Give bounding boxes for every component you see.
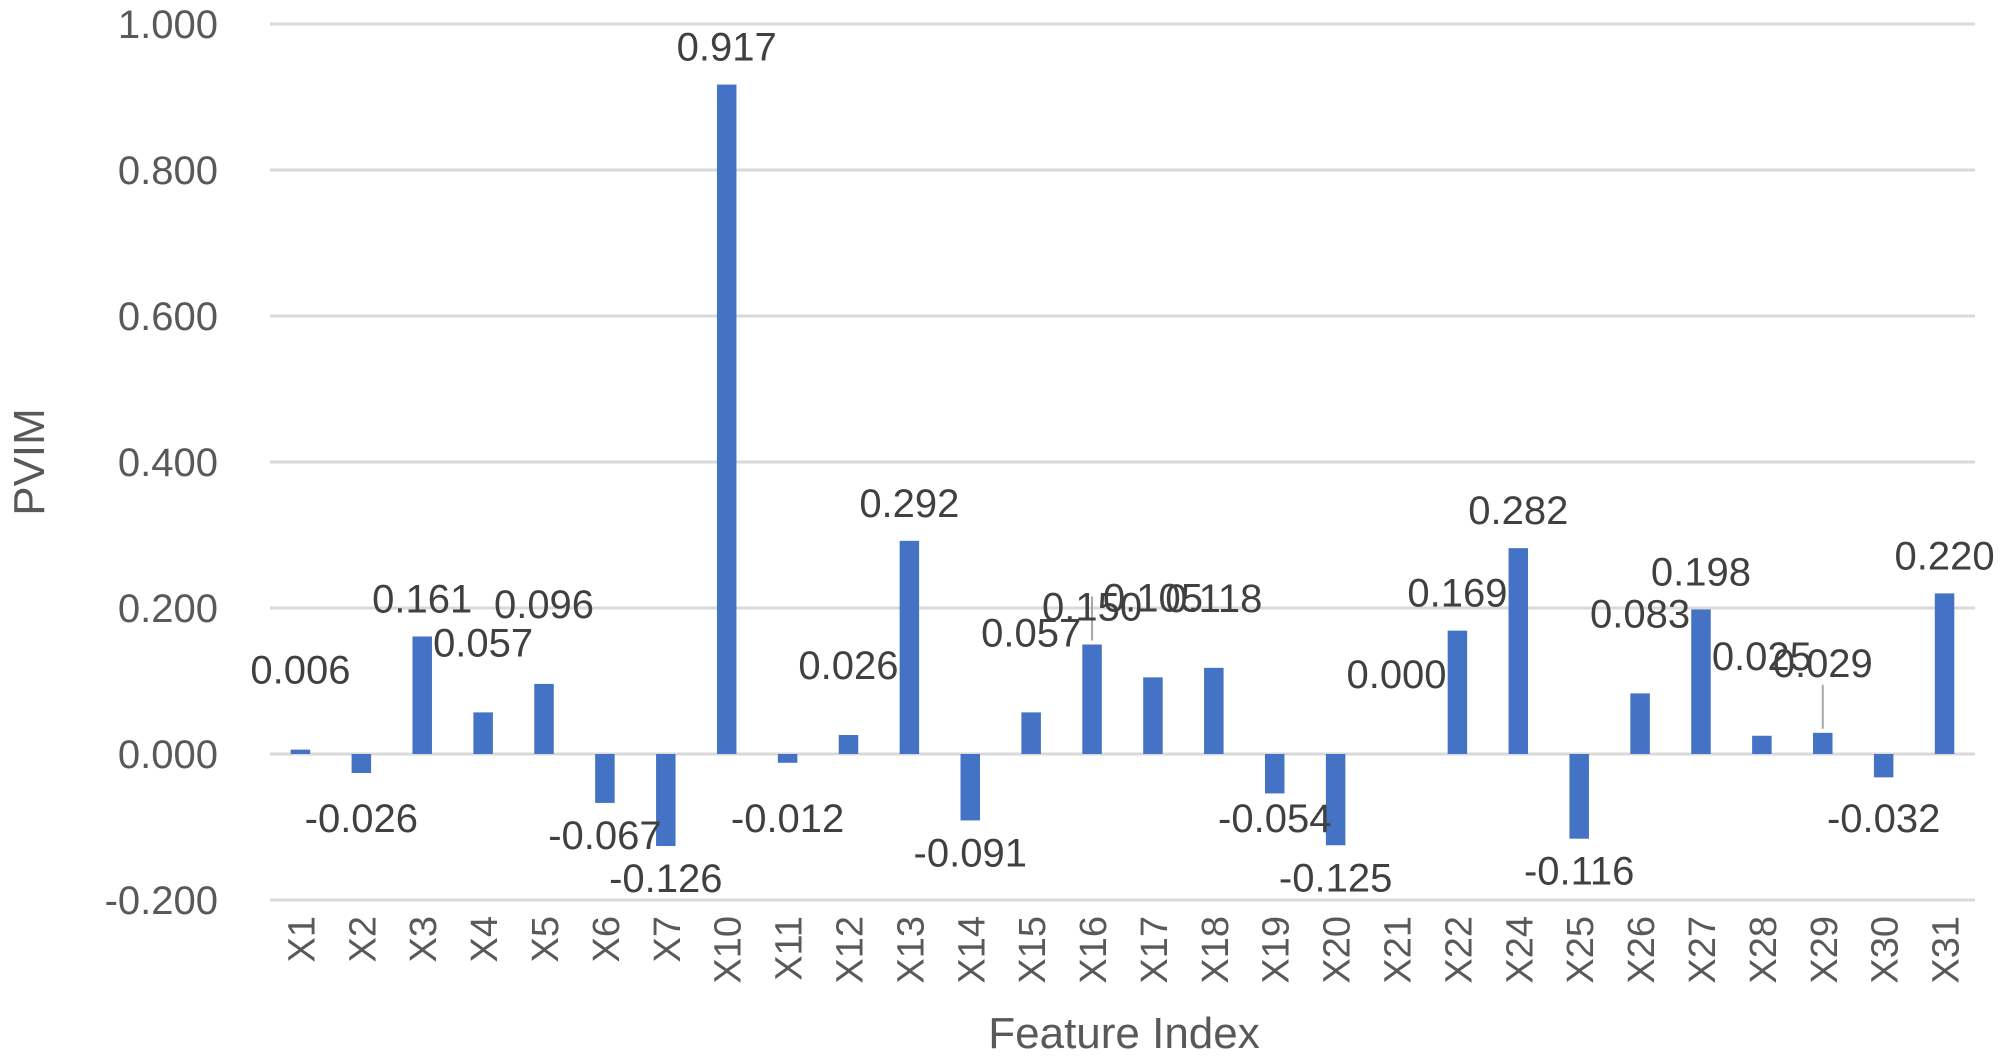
- bar-x7: [656, 754, 676, 846]
- x-tick-label-x13: X13: [890, 916, 932, 984]
- bar-x20: [1325, 754, 1346, 846]
- bar-x1: [290, 749, 311, 754]
- x-tick-label-x14: X14: [951, 916, 993, 984]
- data-label-x4: 0.057: [433, 621, 533, 665]
- x-tick-label-x27: X27: [1682, 916, 1724, 984]
- x-tick-label-x11: X11: [769, 916, 811, 981]
- x-tick-label-x21: X21: [1378, 916, 1420, 984]
- data-label-x10: 0.917: [677, 26, 777, 70]
- data-label-x25: -0.116: [1524, 850, 1634, 894]
- bar-x29: [1813, 732, 1833, 754]
- x-tick-label-x5: X5: [525, 916, 567, 962]
- x-tick-label-x3: X3: [403, 916, 445, 962]
- x-tick-label-x25: X25: [1560, 916, 1602, 984]
- x-axis-title: Feature Index: [988, 1009, 1260, 1058]
- x-tick-label-x31: X31: [1926, 916, 1968, 984]
- bar-x22: [1447, 630, 1468, 754]
- data-label-x20: -0.125: [1279, 856, 1392, 900]
- bar-x25: [1569, 754, 1589, 839]
- x-tick-label-x28: X28: [1743, 916, 1785, 984]
- bar-x31: [1934, 593, 1955, 754]
- x-tick-label-x2: X2: [342, 916, 384, 962]
- bar-x4: [473, 712, 493, 754]
- x-tick-label-x24: X24: [1499, 916, 1541, 984]
- bar-x27: [1691, 609, 1711, 754]
- data-label-x30: -0.032: [1827, 797, 1940, 841]
- bar-x6: [595, 754, 615, 803]
- data-label-x16: 0.150: [1042, 586, 1142, 630]
- x-tick-label-x18: X18: [1195, 916, 1237, 984]
- data-label-x6: -0.067: [548, 814, 661, 858]
- bar-x12: [838, 735, 859, 754]
- x-tick-label-x20: X20: [1317, 916, 1359, 984]
- x-tick-label-x30: X30: [1865, 916, 1907, 984]
- data-label-x19: -0.054: [1218, 797, 1331, 841]
- x-tick-label-x16: X16: [1073, 916, 1115, 984]
- bar-x18: [1204, 667, 1224, 754]
- bar-x5: [534, 683, 554, 754]
- bar-x28: [1752, 735, 1772, 754]
- x-tick-label-x22: X22: [1438, 916, 1480, 984]
- data-label-x27: 0.198: [1651, 550, 1751, 594]
- y-tick-label: 0.200: [118, 587, 218, 631]
- data-label-x14: -0.091: [914, 831, 1027, 875]
- x-axis-ticks: X1 X2 X3 X4 X5 X6 X7 X10 X11 X12 X13 X14 X15 X16 X17 X1…: [281, 916, 1967, 984]
- x-tick-label-x17: X17: [1134, 916, 1176, 984]
- bar-x16: [1082, 644, 1102, 754]
- y-tick-label: 1.000: [118, 3, 218, 47]
- data-label-x29: 0.029: [1773, 642, 1873, 686]
- data-label-x31: 0.220: [1894, 534, 1994, 578]
- y-tick-label: 0.600: [118, 295, 218, 339]
- data-label-x17: 0.105: [1103, 576, 1203, 620]
- bar-x17: [1143, 677, 1163, 754]
- x-tick-label-x6: X6: [586, 916, 628, 962]
- data-labels: 0.006-0.0260.1610.0570.096-0.067-0.1260.…: [250, 26, 1994, 901]
- y-axis-ticks: -0.200 0.000 0.200 0.400 0.600 0.800 1.000: [105, 3, 218, 923]
- gridlines: [270, 22, 1975, 902]
- bar-x11: [777, 754, 798, 763]
- data-label-x15: 0.057: [981, 611, 1081, 655]
- y-tick-label: 0.400: [118, 441, 218, 485]
- bar-x14: [960, 754, 981, 821]
- bar-x15: [1021, 712, 1041, 754]
- data-label-x3: 0.161: [372, 577, 472, 621]
- data-label-x24: 0.282: [1468, 489, 1568, 533]
- data-label-x1: 0.006: [250, 649, 350, 693]
- y-tick-label: 0.000: [118, 733, 218, 777]
- leader-lines: [1091, 596, 1824, 729]
- x-tick-label-x19: X19: [1256, 916, 1298, 984]
- data-label-x18: 0.118: [1165, 577, 1262, 621]
- bar-x2: [351, 754, 372, 773]
- x-tick-label-x29: X29: [1804, 916, 1846, 984]
- x-tick-label-x7: X7: [647, 916, 689, 962]
- bar-x26: [1630, 693, 1650, 754]
- x-tick-label-x1: X1: [281, 916, 323, 962]
- bars: [290, 84, 1955, 846]
- data-label-x7: -0.126: [609, 857, 722, 901]
- x-tick-label-x4: X4: [464, 916, 506, 962]
- data-label-x22: 0.169: [1407, 572, 1507, 616]
- y-tick-label: -0.200: [105, 879, 218, 923]
- data-label-x28: 0.025: [1712, 635, 1812, 679]
- bar-x10: [716, 84, 737, 755]
- bar-x24: [1508, 548, 1529, 754]
- data-label-x26: 0.083: [1590, 592, 1690, 636]
- data-label-x2: -0.026: [305, 797, 418, 841]
- y-tick-label: 0.800: [118, 149, 218, 193]
- x-tick-label-x26: X26: [1621, 916, 1663, 984]
- y-axis-title: PVIM: [5, 408, 54, 516]
- data-label-x5: 0.096: [494, 583, 594, 627]
- data-label-x12: 0.026: [798, 644, 898, 688]
- bar-x19: [1264, 754, 1285, 794]
- bar-x3: [412, 636, 432, 754]
- bar-x13: [899, 540, 920, 754]
- data-label-x13: 0.292: [859, 482, 959, 526]
- data-label-x11: -0.012: [731, 797, 844, 841]
- x-tick-label-x10: X10: [708, 916, 750, 984]
- bar-x30: [1873, 754, 1894, 778]
- x-tick-label-x15: X15: [1012, 916, 1054, 984]
- data-label-x21: 0.000: [1346, 653, 1446, 697]
- x-tick-label-x12: X12: [829, 916, 871, 984]
